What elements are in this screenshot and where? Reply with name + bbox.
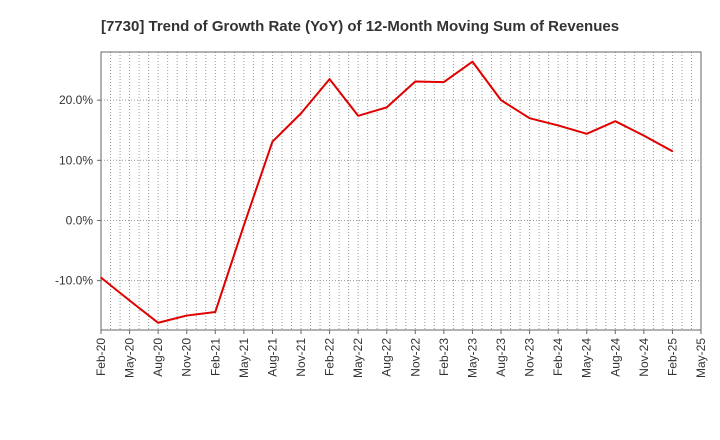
- x-tick-label: May-22: [351, 338, 365, 378]
- data-point: [100, 276, 102, 279]
- x-tick-label: Aug-24: [608, 338, 622, 377]
- data-point: [271, 140, 274, 143]
- data-point: [500, 99, 502, 101]
- data-point: [585, 133, 588, 135]
- x-tick-label: Nov-23: [523, 338, 537, 377]
- x-tick-label: Feb-25: [665, 338, 679, 376]
- x-tick-label: Nov-21: [294, 338, 308, 377]
- y-tick-label: 20.0%: [59, 93, 93, 107]
- x-tick-label: Feb-24: [551, 338, 565, 376]
- data-point: [471, 60, 474, 63]
- data-point: [643, 134, 645, 137]
- x-tick-label: Feb-22: [323, 338, 337, 376]
- data-point: [214, 311, 217, 313]
- data-point: [328, 78, 331, 80]
- x-tick-label: Nov-24: [637, 338, 651, 377]
- data-point: [300, 112, 302, 115]
- data-point: [157, 321, 159, 324]
- x-tick-label: Feb-20: [94, 338, 108, 376]
- data-point: [671, 150, 674, 153]
- grid-lines: [101, 52, 701, 330]
- y-tick-label: 0.0%: [66, 213, 94, 227]
- x-tick-label: Feb-21: [208, 338, 222, 376]
- y-axis: -10.0% 0.0% 10.0% 20.0%: [55, 93, 101, 288]
- data-point: [185, 314, 188, 317]
- x-axis: Feb-20 May-20 Aug-20 Nov-20 Feb-21 May-21 Aug-…: [94, 330, 708, 378]
- x-tick-label: May-24: [580, 338, 594, 378]
- data-point: [243, 224, 245, 227]
- data-point: [128, 299, 131, 302]
- data-point: [443, 81, 445, 83]
- x-tick-label: Aug-23: [494, 338, 508, 377]
- chart-title: [7730] Trend of Growth Rate (YoY) of 12-…: [101, 18, 619, 35]
- x-tick-label: May-23: [465, 338, 479, 378]
- x-tick-label: May-20: [123, 338, 137, 378]
- data-point: [385, 106, 388, 109]
- x-tick-label: Aug-21: [265, 338, 279, 377]
- data-point: [557, 124, 559, 127]
- plot-frame: [100, 51, 702, 331]
- x-tick-label: Nov-20: [180, 338, 194, 377]
- x-tick-label: May-21: [237, 338, 251, 378]
- data-point: [528, 117, 531, 119]
- plot-area: [101, 52, 701, 330]
- data-point: [614, 120, 617, 122]
- x-tick-label: Aug-20: [151, 338, 165, 377]
- x-tick-label: May-25: [694, 338, 708, 378]
- y-tick-label: 10.0%: [59, 153, 93, 167]
- data-point: [414, 80, 417, 83]
- x-tick-label: Nov-22: [408, 338, 422, 377]
- y-tick-label: -10.0%: [55, 274, 93, 288]
- series-layer: [100, 60, 674, 324]
- x-tick-label: Aug-22: [380, 338, 394, 377]
- data-point: [357, 114, 359, 117]
- x-tick-label: Feb-23: [437, 338, 451, 376]
